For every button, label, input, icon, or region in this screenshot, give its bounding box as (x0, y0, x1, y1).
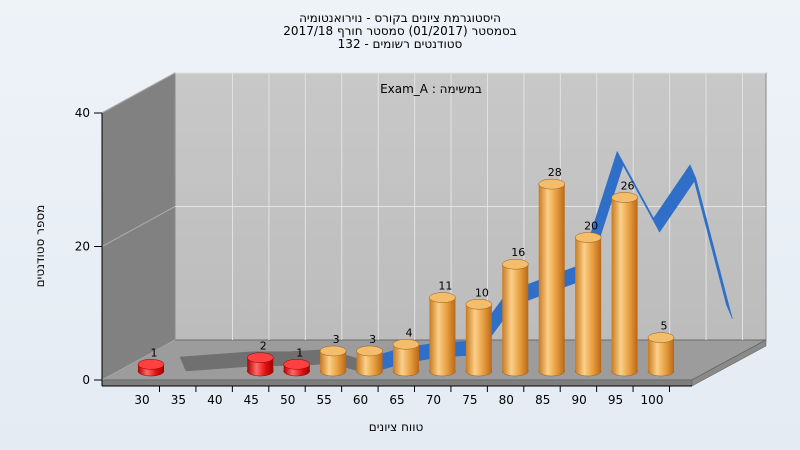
bar-value-label: 16 (511, 246, 525, 259)
trend-ribbon-segment (689, 164, 733, 320)
bar-value-label: 10 (475, 286, 489, 299)
chart-floor-edge (101, 379, 693, 387)
bar-body (538, 184, 565, 371)
grid-line-side (101, 206, 176, 247)
bar-top (502, 258, 529, 270)
trend-ribbon-segment (179, 354, 223, 372)
bar-top (465, 299, 493, 310)
x-tick-label: 35 (171, 393, 186, 407)
x-tick-label: 50 (280, 393, 295, 407)
y-tick-label: 0 (82, 373, 90, 387)
bar-top (429, 292, 456, 303)
histogram-bar (465, 299, 493, 377)
x-tick-label: 95 (608, 393, 623, 407)
chart-subtitle: Exam_A : במשימה (380, 82, 482, 96)
histogram-bar (283, 359, 310, 377)
histogram-bar (611, 192, 638, 377)
histogram-bar (392, 339, 420, 377)
chart-title-line-1: היסטוגרמת ציונים בקורס - נוירואנטומיה (299, 11, 501, 25)
bar-value-label: 2 (260, 340, 267, 353)
histogram-bar (574, 232, 602, 377)
x-tick-label: 40 (207, 393, 222, 407)
histogram-bar (429, 292, 456, 377)
bar-top (574, 232, 602, 243)
bar-top (137, 359, 165, 370)
bar-value-label: 1 (151, 346, 158, 359)
x-tick-label: 85 (535, 393, 550, 407)
x-tick-label: 70 (426, 393, 441, 407)
bar-body (465, 304, 492, 371)
x-tick-label: 55 (317, 393, 332, 407)
chart-title-line-2: בסמסטר (01/2017) סמסטר חורף 2017/18 (283, 24, 517, 38)
histogram-bar (319, 345, 347, 377)
bar-body (429, 297, 456, 371)
bar-top (283, 359, 310, 370)
bar-body (356, 350, 383, 371)
bar-top (611, 192, 638, 203)
bar-value-label: 26 (621, 179, 635, 192)
histogram-bar (137, 359, 165, 377)
x-tick-label: 45 (244, 393, 259, 407)
bar-body (320, 350, 347, 371)
bar-top (356, 345, 383, 357)
bar-value-label: 28 (548, 166, 562, 179)
grid-line-side (101, 72, 176, 114)
chart-title-line-3: סטודנטים רשומים - 132 (337, 37, 463, 51)
x-tick-label: 60 (353, 393, 368, 407)
y-axis-title: מספר סטודנטים (33, 205, 47, 288)
x-axis-title: טווח ציונים (369, 420, 424, 434)
bar-value-label: 11 (438, 280, 452, 293)
x-tick-label: 65 (389, 393, 404, 407)
x-tick-label: 90 (572, 393, 587, 407)
bar-value-label: 3 (369, 333, 376, 346)
histogram-bar (538, 178, 565, 377)
y-tick-label: 40 (75, 106, 90, 120)
histogram-bar (502, 258, 529, 377)
x-tick-label: 75 (462, 393, 477, 407)
bar-body (648, 337, 674, 371)
bar-value-label: 5 (661, 320, 668, 333)
bar-top (647, 332, 675, 343)
bar-value-label: 20 (584, 220, 598, 233)
x-tick-label: 100 (641, 393, 664, 407)
bar-body (502, 264, 529, 371)
bar-value-label: 1 (296, 346, 303, 359)
bar-top (319, 345, 347, 357)
bar-top (538, 178, 565, 190)
histogram-bar (647, 332, 675, 377)
bar-body (611, 197, 638, 371)
bar-body (575, 237, 602, 371)
bar-value-label: 4 (406, 326, 413, 339)
bar-top (392, 339, 420, 350)
bar-top (247, 352, 274, 363)
histogram-bar (356, 345, 383, 377)
y-tick-label: 20 (75, 240, 90, 254)
grid-line-side (101, 339, 176, 381)
x-tick-label: 30 (134, 393, 149, 407)
bar-value-label: 3 (333, 333, 340, 346)
histogram-bar (247, 352, 274, 377)
chart-right-edge (691, 339, 767, 387)
x-tick-label: 80 (499, 393, 514, 407)
